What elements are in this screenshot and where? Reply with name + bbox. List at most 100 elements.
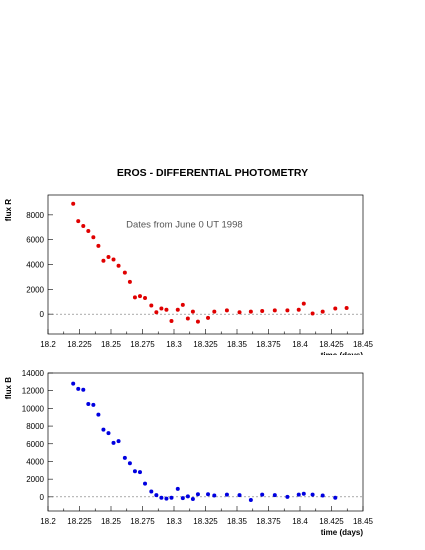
x-tick-label: 18.275 xyxy=(130,340,155,349)
data-point xyxy=(91,235,96,240)
data-point xyxy=(301,301,306,306)
data-point xyxy=(159,495,164,500)
y-tick-label: 14000 xyxy=(22,369,45,378)
x-tick-label: 18.3 xyxy=(166,517,182,526)
data-point xyxy=(206,492,211,497)
x-axis-label: time (days) xyxy=(321,351,364,355)
data-point xyxy=(164,307,169,312)
data-point xyxy=(195,492,200,497)
data-point xyxy=(169,318,174,323)
data-point xyxy=(91,402,96,407)
data-point xyxy=(71,381,76,386)
data-point xyxy=(185,494,190,499)
plot-frame xyxy=(47,372,364,512)
data-point xyxy=(159,306,164,311)
y-tick-label: 4000 xyxy=(26,261,44,270)
data-point xyxy=(111,257,116,262)
data-point xyxy=(81,224,86,229)
y-tick-label: 2000 xyxy=(26,285,44,294)
data-point xyxy=(301,491,306,496)
data-point xyxy=(101,427,106,432)
data-point xyxy=(132,469,137,474)
data-point xyxy=(310,311,315,316)
x-tick-label: 18.4 xyxy=(292,340,308,349)
data-point xyxy=(122,455,127,460)
data-point xyxy=(296,307,301,312)
data-point xyxy=(333,495,338,500)
x-tick-label: 18.225 xyxy=(67,517,92,526)
data-point xyxy=(285,308,290,313)
data-point xyxy=(320,309,325,314)
data-point xyxy=(320,493,325,498)
data-point xyxy=(76,386,81,391)
flux-r-chart: 18.2 18.225 18.25 18.275 18.3 18.325 18.35 18.3… xyxy=(4,194,374,355)
y-tick-label: 6000 xyxy=(26,236,44,245)
x-tick-label: 18.35 xyxy=(227,340,248,349)
data-point xyxy=(132,295,137,300)
data-point xyxy=(116,263,121,268)
data-point xyxy=(175,486,180,491)
data-point xyxy=(81,387,86,392)
data-point xyxy=(224,492,229,497)
data-point xyxy=(137,294,142,299)
data-point xyxy=(154,493,159,498)
x-tick-label: 18.275 xyxy=(130,517,155,526)
x-tick-label: 18.325 xyxy=(193,517,218,526)
data-point xyxy=(106,431,111,436)
data-point xyxy=(180,496,185,501)
data-point xyxy=(106,255,111,260)
x-tick-label: 18.225 xyxy=(67,340,92,349)
data-point xyxy=(149,303,154,308)
data-point xyxy=(111,440,116,445)
data-point xyxy=(195,319,200,324)
data-point xyxy=(71,201,76,206)
data-point xyxy=(96,412,101,417)
data-point xyxy=(143,481,148,486)
x-tick-label: 18.25 xyxy=(101,517,122,526)
x-tick-label: 18.2 xyxy=(40,517,56,526)
data-point xyxy=(86,228,91,233)
y-tick-label: 4000 xyxy=(26,457,44,466)
y-tick-label: 2000 xyxy=(26,475,44,484)
data-point xyxy=(212,309,217,314)
x-tick-label: 18.45 xyxy=(353,340,374,349)
data-point xyxy=(296,492,301,497)
data-point xyxy=(206,315,211,320)
y-tick-label: 10000 xyxy=(22,404,45,413)
flux-b-chart: 18.2 18.225 18.25 18.275 18.3 18.325 18.35 18.3… xyxy=(4,369,374,537)
data-point xyxy=(310,492,315,497)
data-point xyxy=(248,497,253,502)
data-point xyxy=(190,309,195,314)
data-point xyxy=(190,497,195,502)
data-point xyxy=(122,270,127,275)
data-point xyxy=(272,308,277,313)
data-point xyxy=(333,306,338,311)
data-point xyxy=(76,219,81,224)
x-tick-label: 18.325 xyxy=(193,340,218,349)
data-point xyxy=(169,495,174,500)
x-tick-label: 18.35 xyxy=(227,517,248,526)
x-axis-label: time (days) xyxy=(321,528,364,537)
chart-annotation: Dates from June 0 UT 1998 xyxy=(126,219,243,230)
x-tick-label: 18.3 xyxy=(166,340,182,349)
data-point xyxy=(86,401,91,406)
x-tick-label: 18.375 xyxy=(256,340,281,349)
data-point xyxy=(164,496,169,501)
y-tick-label: 0 xyxy=(40,310,45,319)
data-point xyxy=(260,492,265,497)
x-tick-label: 18.4 xyxy=(292,517,308,526)
data-point xyxy=(127,461,132,466)
y-axis-label: flux B xyxy=(4,377,13,399)
data-point xyxy=(175,307,180,312)
x-tick-label: 18.375 xyxy=(256,517,281,526)
data-point xyxy=(154,310,159,315)
data-point xyxy=(127,279,132,284)
x-tick-label: 18.45 xyxy=(353,517,374,526)
data-point xyxy=(180,302,185,307)
x-tick-label: 18.425 xyxy=(319,340,344,349)
x-tick-label: 18.425 xyxy=(319,517,344,526)
data-point xyxy=(344,305,349,310)
data-point xyxy=(224,308,229,313)
data-point xyxy=(237,493,242,498)
y-tick-label: 6000 xyxy=(26,440,44,449)
